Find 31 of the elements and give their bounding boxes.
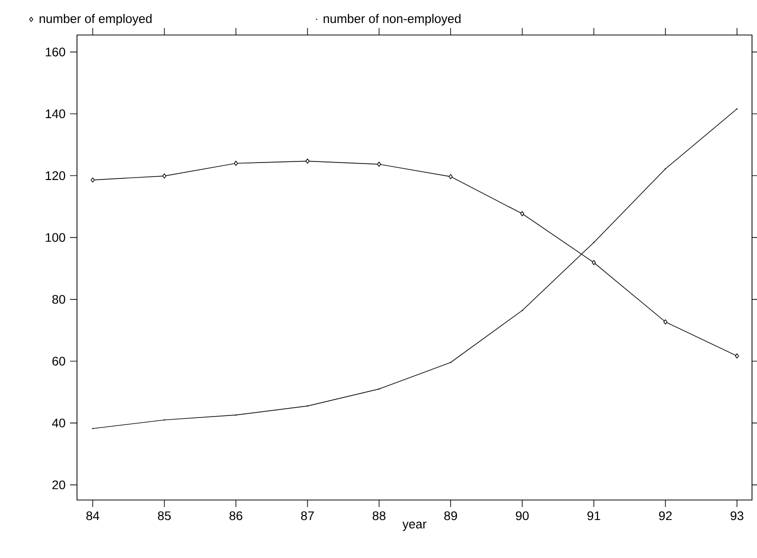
- x-tick-label: 88: [372, 511, 386, 520]
- y-tick-label: 120: [46, 171, 66, 180]
- point: [663, 319, 668, 324]
- x-tick-label: 90: [516, 511, 529, 520]
- y-tick-label: 40: [52, 418, 66, 428]
- point: [90, 177, 95, 183]
- y-tick-label: 20: [52, 480, 66, 490]
- x-tick-label: 85: [158, 511, 171, 520]
- point: [592, 260, 596, 266]
- x-tick-label: 86: [230, 511, 242, 520]
- y-tick-label: 60: [52, 356, 66, 366]
- point: [520, 211, 524, 216]
- point: [377, 162, 382, 167]
- point: [234, 160, 238, 166]
- x-tick-label: 91: [587, 511, 600, 520]
- x-tick-label: 92: [659, 511, 672, 520]
- legend-label: number of non-employed: [324, 14, 460, 26]
- x-tick-label: 93: [730, 511, 744, 520]
- x-tick-label: 84: [86, 511, 100, 520]
- legend-label: number of employed: [40, 14, 152, 26]
- y-tick-label: 160: [46, 48, 66, 56]
- point: [306, 158, 310, 164]
- point: [448, 174, 453, 180]
- x-axis-title: year: [402, 522, 426, 531]
- y-tick-label: 140: [46, 109, 66, 118]
- y-tick-label: 100: [46, 233, 66, 242]
- x-tick-label: 87: [301, 511, 314, 520]
- y-tick-label: 80: [52, 294, 66, 304]
- x-tick-label: 89: [444, 511, 457, 520]
- point: [734, 353, 739, 358]
- point: [162, 173, 166, 179]
